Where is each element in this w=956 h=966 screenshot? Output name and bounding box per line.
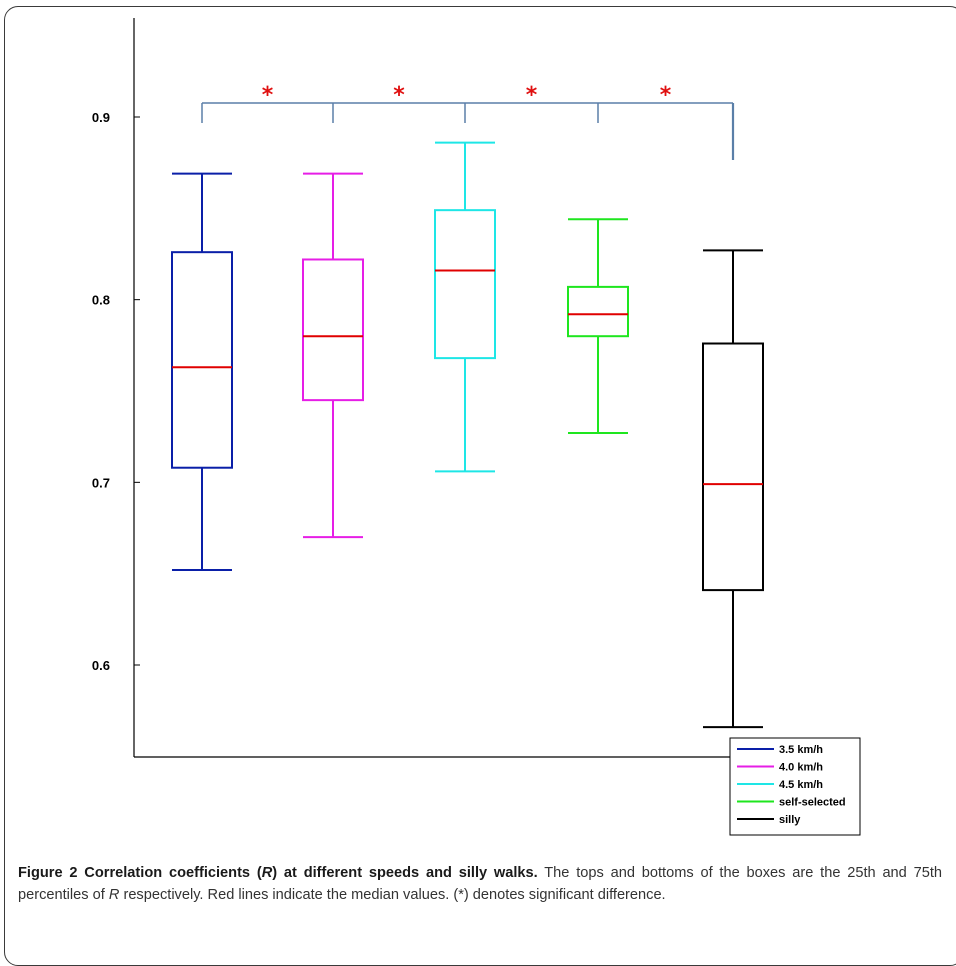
significance-asterisk: *: [393, 83, 405, 108]
legend-label: silly: [779, 814, 801, 826]
y-tick-label: 0.7: [92, 475, 110, 490]
significance-asterisk: *: [526, 83, 538, 108]
box-iqr: [171, 251, 233, 469]
legend-label: 4.0 km/h: [779, 762, 823, 774]
box-iqr: [702, 342, 764, 592]
box-plot-chart: 0.6 0.7 0.8 0.9 * * * * 3.5 km/h 4.0 km/h 4.5 km/h…: [92, 18, 861, 836]
figure-caption: Figure 2 Correlation coefficients (R) at…: [18, 865, 942, 903]
box-iqr: [567, 285, 629, 338]
y-tick-label: 0.6: [92, 658, 110, 673]
y-tick-label: 0.9: [92, 110, 110, 125]
box-iqr: [434, 209, 496, 360]
legend-label: self-selected: [779, 797, 846, 809]
legend-label: 3.5 km/h: [779, 744, 823, 756]
significance-asterisk: *: [262, 83, 274, 108]
box-iqr: [302, 258, 364, 402]
significance-asterisk: *: [660, 83, 672, 108]
legend-label: 4.5 km/h: [779, 779, 823, 791]
y-tick-label: 0.8: [92, 293, 110, 308]
